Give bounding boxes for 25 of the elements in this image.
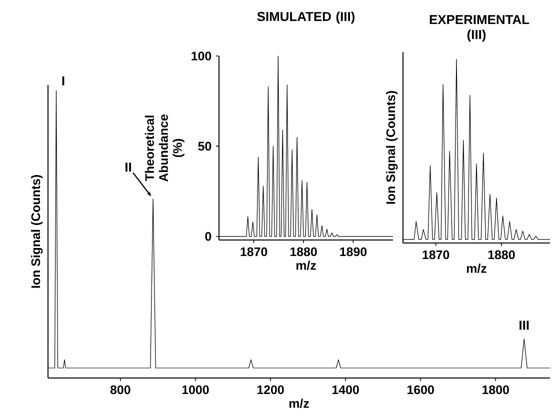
annotation: II: [126, 162, 131, 172]
x-axis-title: m/z: [296, 260, 316, 270]
annotation: III: [520, 320, 529, 330]
x-tick-label: 1800: [482, 385, 509, 394]
annotation: I: [62, 76, 64, 86]
x-tick-label: 1600: [407, 385, 434, 394]
x-axis-title: m/z: [289, 398, 309, 408]
y-tick-label: 0: [205, 232, 212, 241]
y-axis-title: Ion Signal (Counts): [386, 91, 398, 204]
x-tick-label: 1880: [488, 250, 515, 260]
x-tick-label: 1400: [332, 385, 359, 394]
x-axis-title: m/z: [466, 264, 486, 273]
x-tick-label: 1000: [182, 385, 209, 394]
y-axis-title: Ion Signal (Counts): [30, 175, 43, 288]
x-tick-label: 1870: [422, 250, 450, 260]
x-tick-label: 1890: [340, 247, 367, 256]
chart-title: SIMULATED (III): [257, 12, 355, 24]
x-tick-label: 800: [110, 385, 130, 394]
y-axis-title: Theoretical Abundance (%): [144, 114, 184, 182]
x-tick-label: 1870: [240, 247, 268, 256]
x-tick-label: 1880: [290, 247, 317, 256]
chart-title: EXPERIMENTAL (III): [430, 15, 530, 42]
y-tick-label: 50: [198, 142, 212, 151]
y-tick-label: 100: [192, 52, 212, 60]
x-tick-label: 1200: [257, 385, 284, 394]
